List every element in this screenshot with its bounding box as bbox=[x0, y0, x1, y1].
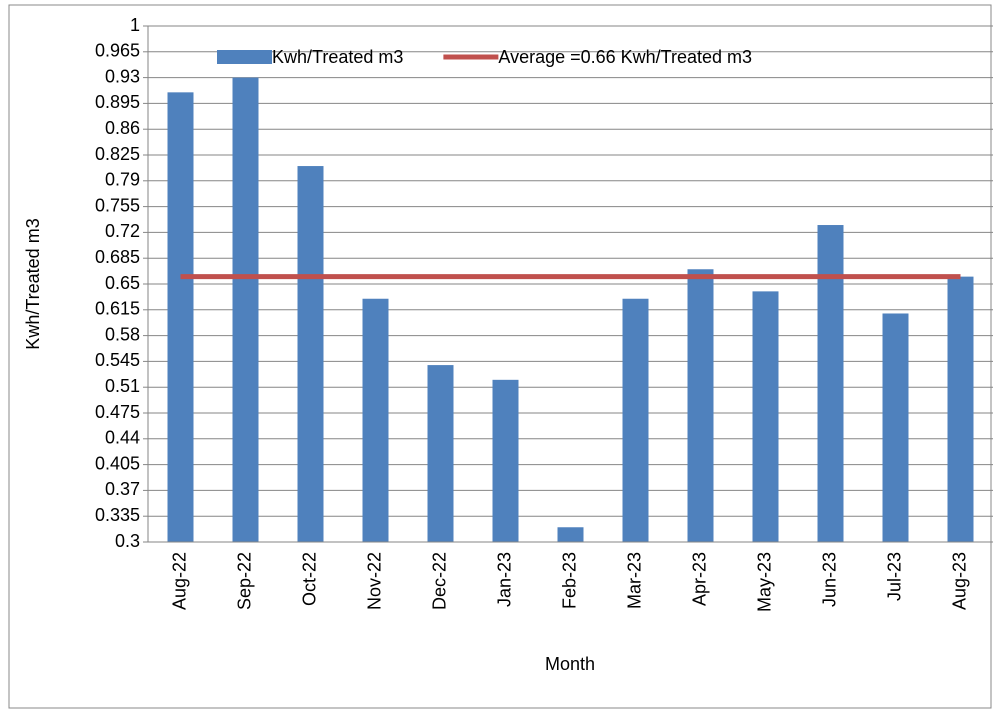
bar bbox=[492, 379, 519, 542]
y-tick-label: 0.37 bbox=[105, 479, 140, 499]
x-tick-label: Jul-23 bbox=[884, 552, 904, 601]
y-tick-label: 0.58 bbox=[105, 324, 140, 344]
bar bbox=[817, 225, 844, 542]
y-tick-label: 0.86 bbox=[105, 118, 140, 138]
y-tick-label: 0.65 bbox=[105, 273, 140, 293]
y-tick-label: 0.545 bbox=[95, 350, 140, 370]
legend-swatch bbox=[217, 50, 272, 64]
x-axis-title: Month bbox=[545, 654, 595, 674]
bar bbox=[557, 527, 584, 542]
y-tick-label: 0.895 bbox=[95, 92, 140, 112]
x-tick-label: Mar-23 bbox=[624, 552, 644, 609]
x-tick-label: Aug-23 bbox=[949, 552, 969, 610]
x-tick-label: Sep-22 bbox=[234, 552, 254, 610]
bar bbox=[362, 298, 389, 542]
y-tick-label: 0.615 bbox=[95, 299, 140, 319]
y-tick-label: 0.79 bbox=[105, 170, 140, 190]
bar bbox=[752, 291, 779, 542]
x-tick-label: May-23 bbox=[754, 552, 774, 612]
y-tick-label: 0.335 bbox=[95, 505, 140, 525]
bar bbox=[232, 77, 259, 542]
bar bbox=[297, 166, 324, 543]
y-tick-label: 0.825 bbox=[95, 144, 140, 164]
y-axis-title: Kwh/Treated m3 bbox=[23, 218, 43, 349]
y-tick-label: 0.965 bbox=[95, 41, 140, 61]
y-tick-label: 0.475 bbox=[95, 402, 140, 422]
bar bbox=[167, 92, 194, 542]
y-tick-label: 0.72 bbox=[105, 221, 140, 241]
x-tick-label: Feb-23 bbox=[559, 552, 579, 609]
x-tick-label: Aug-22 bbox=[169, 552, 189, 610]
y-tick-label: 0.3 bbox=[115, 531, 140, 551]
y-tick-label: 0.755 bbox=[95, 195, 140, 215]
y-tick-label: 0.93 bbox=[105, 66, 140, 86]
x-tick-label: Jan-23 bbox=[494, 552, 514, 607]
y-tick-label: 0.51 bbox=[105, 376, 140, 396]
bar bbox=[622, 298, 649, 542]
bar bbox=[882, 313, 909, 542]
x-tick-label: Oct-22 bbox=[299, 552, 319, 606]
x-tick-label: Dec-22 bbox=[429, 552, 449, 610]
x-tick-label: Jun-23 bbox=[819, 552, 839, 607]
legend-label: Average =0.66 Kwh/Treated m3 bbox=[498, 47, 752, 67]
bar bbox=[687, 269, 714, 542]
x-tick-label: Nov-22 bbox=[364, 552, 384, 610]
y-tick-label: 0.685 bbox=[95, 247, 140, 267]
y-tick-label: 1 bbox=[130, 15, 140, 35]
legend-label: Kwh/Treated m3 bbox=[272, 47, 403, 67]
y-tick-label: 0.44 bbox=[105, 428, 140, 448]
x-tick-label: Apr-23 bbox=[689, 552, 709, 606]
y-tick-label: 0.405 bbox=[95, 453, 140, 473]
bar bbox=[427, 365, 454, 542]
bar bbox=[947, 276, 974, 542]
